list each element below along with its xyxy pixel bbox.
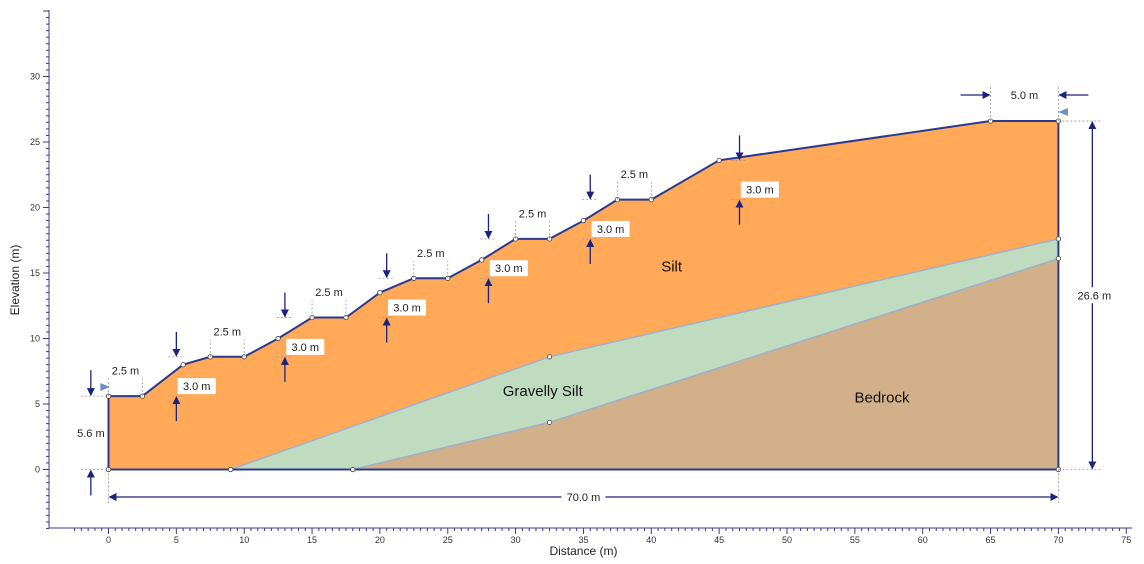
y-tick-label: 20: [30, 203, 40, 213]
silt-region: [108, 121, 1059, 470]
x-tick-label: 65: [986, 535, 996, 545]
x-tick-label: 40: [646, 535, 656, 545]
bench-width-label-box: [615, 166, 654, 183]
bench-width-label-box: [310, 284, 349, 301]
vertex-point: [180, 362, 186, 368]
bench-height-label-box: [286, 338, 325, 355]
x-tick-label: 50: [782, 535, 792, 545]
x-tick-label: 30: [511, 535, 521, 545]
x-tick-label: 60: [918, 535, 928, 545]
y-tick-label: 5: [35, 399, 40, 409]
vertex-point: [228, 466, 234, 473]
material-label: Silt: [661, 258, 683, 275]
vertex-point: [350, 466, 356, 473]
total-height-label-box: [1072, 287, 1113, 304]
x-tick-label: 20: [375, 535, 385, 545]
bench-width-label-box: [513, 205, 552, 222]
bench-width-label-box: [411, 244, 450, 261]
x-axis-label: Distance (m): [549, 544, 617, 558]
bench-height-label: 3.0 m: [495, 263, 523, 275]
bench-width-label: 2.5 m: [621, 169, 649, 181]
vertex-point: [377, 290, 383, 296]
x-tick-label: 0: [106, 535, 111, 545]
x-tick-label: 25: [443, 535, 453, 545]
vertex-point: [546, 419, 553, 425]
y-tick-label: 15: [30, 268, 40, 278]
total-length-label: 70.0 m: [567, 492, 601, 504]
material-label: Gravelly Silt: [503, 383, 584, 400]
x-tick-label: 55: [850, 535, 860, 545]
bench-width-label-box: [106, 362, 145, 379]
bench-height-label-box: [591, 220, 630, 237]
bench-width-label: 2.5 m: [417, 248, 445, 260]
vertex-point: [1055, 255, 1062, 262]
material-label: Bedrock: [854, 389, 910, 406]
vertex-point: [716, 157, 722, 163]
total-height-label: 26.6 m: [1078, 290, 1112, 302]
bench-height-label-box: [388, 299, 427, 316]
gravelly-silt-region: [230, 238, 1059, 470]
x-tick-label: 35: [578, 535, 588, 545]
bench-width-label: 2.5 m: [519, 209, 547, 221]
bench-height-label: 3.0 m: [292, 342, 320, 354]
water-marker-left: [100, 383, 110, 392]
bench-height-label: 3.0 m: [597, 224, 625, 236]
bench-height-label-box: [489, 260, 528, 277]
x-tick-label: 45: [714, 535, 724, 545]
bench-height-label: 3.0 m: [746, 185, 774, 197]
bench-width-label: 2.5 m: [213, 326, 241, 338]
water-marker-right: [1058, 107, 1068, 116]
x-tick-label: 5: [174, 535, 179, 545]
total-length-label-box: [561, 489, 606, 505]
y-tick-label: 30: [30, 72, 40, 82]
bench-width-label: 2.5 m: [112, 366, 140, 378]
x-tick-label: 75: [1121, 535, 1131, 545]
vertex-point: [580, 218, 587, 224]
crest-width-label: 5.0 m: [1011, 90, 1039, 102]
x-tick-label: 10: [239, 535, 249, 545]
y-axis-label: Elevation (m): [8, 245, 22, 316]
vertex-point: [546, 354, 553, 360]
y-tick-label: 25: [30, 137, 40, 147]
bench-width-label: 2.5 m: [315, 287, 343, 299]
x-tick-label: 70: [1053, 535, 1063, 545]
bench-height-label: 3.0 m: [393, 303, 421, 315]
x-tick-label: 15: [307, 535, 317, 545]
bench-height-label: 3.0 m: [183, 381, 211, 393]
bedrock-region: [352, 258, 1059, 470]
toe-height-label: 5.6 m: [77, 428, 105, 440]
y-tick-label: 10: [30, 334, 40, 344]
vertex-point: [275, 335, 281, 342]
y-tick-label: 0: [35, 465, 40, 475]
vertex-point: [479, 257, 485, 263]
bench-height-label-box: [740, 181, 779, 198]
bench-width-label-box: [208, 323, 247, 340]
bench-height-label-box: [177, 378, 216, 395]
vertex-point: [1055, 236, 1062, 242]
